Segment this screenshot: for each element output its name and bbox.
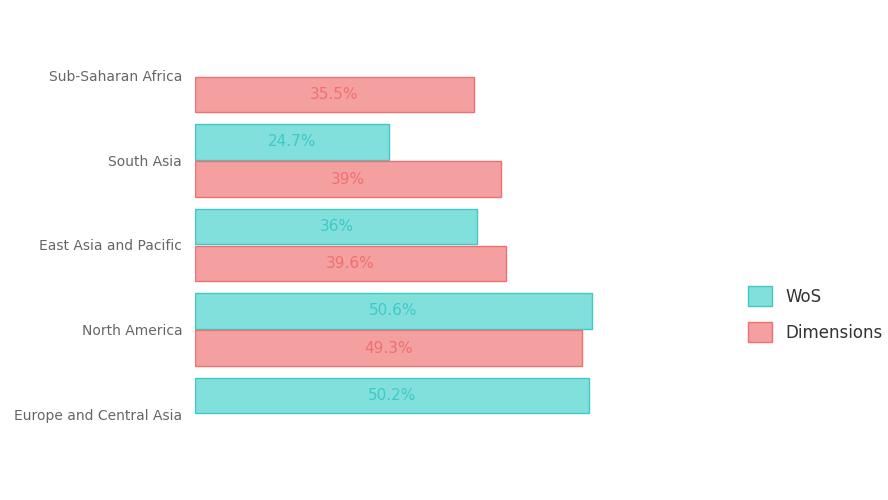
Text: 35.5%: 35.5% — [310, 87, 359, 102]
Bar — [195, 246, 505, 282]
Bar — [195, 330, 582, 366]
Bar — [195, 76, 473, 112]
Text: 24.7%: 24.7% — [268, 134, 316, 150]
Bar — [195, 293, 591, 328]
Text: 49.3%: 49.3% — [364, 340, 413, 355]
Bar — [195, 378, 589, 414]
Bar — [195, 208, 478, 244]
Text: 39.6%: 39.6% — [326, 256, 375, 271]
Legend: WoS, Dimensions: WoS, Dimensions — [741, 280, 888, 348]
Text: 50.6%: 50.6% — [369, 304, 418, 318]
Text: 39%: 39% — [331, 172, 365, 186]
Text: 50.2%: 50.2% — [368, 388, 416, 403]
Bar — [195, 162, 501, 197]
Text: 36%: 36% — [320, 219, 353, 234]
Bar — [195, 124, 389, 160]
